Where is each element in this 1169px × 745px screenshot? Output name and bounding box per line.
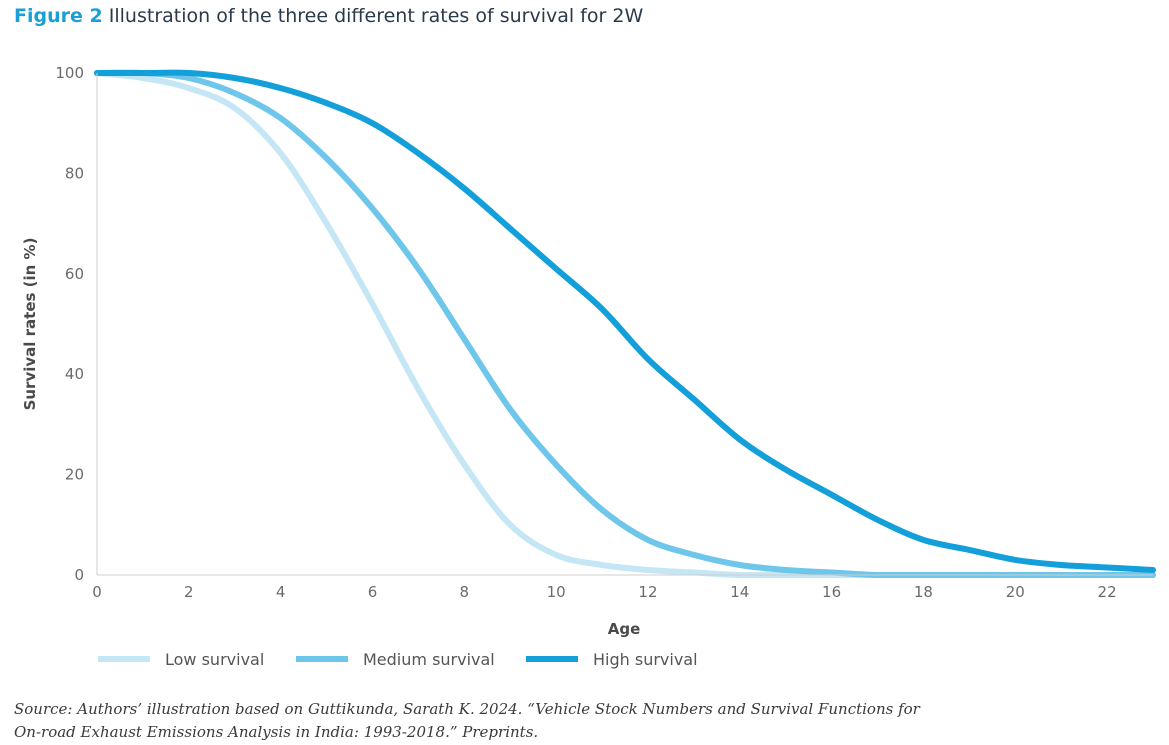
figure-title: Figure 2 Illustration of the three diffe… xyxy=(14,2,643,30)
x-tick-label: 6 xyxy=(368,583,378,601)
source-note: Source: Authors’ illustration based on G… xyxy=(14,698,1114,744)
x-tick-label: 12 xyxy=(638,583,657,601)
x-tick-label: 16 xyxy=(822,583,841,601)
y-ticks: 0 20 40 60 80 100 xyxy=(55,64,84,584)
x-tick-label: 0 xyxy=(92,583,102,601)
x-tick-label: 2 xyxy=(184,583,194,601)
y-tick-label: 100 xyxy=(55,64,84,82)
x-tick-label: 20 xyxy=(1006,583,1025,601)
y-tick-label: 0 xyxy=(74,566,84,584)
series-line-medium-survival xyxy=(94,69,1156,578)
y-tick-label: 60 xyxy=(65,265,84,283)
x-tick-label: 22 xyxy=(1098,583,1117,601)
x-tick-label: 14 xyxy=(730,583,749,601)
x-tick-label: 8 xyxy=(460,583,470,601)
legend-label-medium-survival: Medium survival xyxy=(363,650,495,669)
legend-label-high-survival: High survival xyxy=(593,650,698,669)
source-line-2: On-road Exhaust Emissions Analysis in In… xyxy=(14,723,539,741)
source-line-1: Source: Authors’ illustration based on G… xyxy=(14,700,920,718)
x-tick-label: 4 xyxy=(276,583,286,601)
series-line-high-survival xyxy=(94,69,1156,573)
x-axis-title: Age xyxy=(608,620,641,638)
x-tick-label: 18 xyxy=(914,583,933,601)
legend: Low survival Medium survival High survival xyxy=(98,650,698,669)
series-line-low-survival xyxy=(94,70,1156,578)
y-tick-label: 40 xyxy=(65,365,84,383)
x-ticks: 0 2 4 6 8 10 12 14 16 18 20 22 xyxy=(92,583,1116,601)
y-tick-label: 80 xyxy=(65,164,84,182)
lines-layer xyxy=(94,69,1156,578)
x-tick-label: 10 xyxy=(547,583,566,601)
figure-label: Figure 2 xyxy=(14,5,103,27)
y-tick-label: 20 xyxy=(65,466,84,484)
figure-title-text: Illustration of the three different rate… xyxy=(108,5,644,27)
y-axis-title: Survival rates (in %) xyxy=(21,238,39,411)
legend-label-low-survival: Low survival xyxy=(165,650,264,669)
line-chart: 0 2 4 6 8 10 12 14 16 18 20 22 0 20 40 60 80 100 Age Sur… xyxy=(21,64,1156,669)
